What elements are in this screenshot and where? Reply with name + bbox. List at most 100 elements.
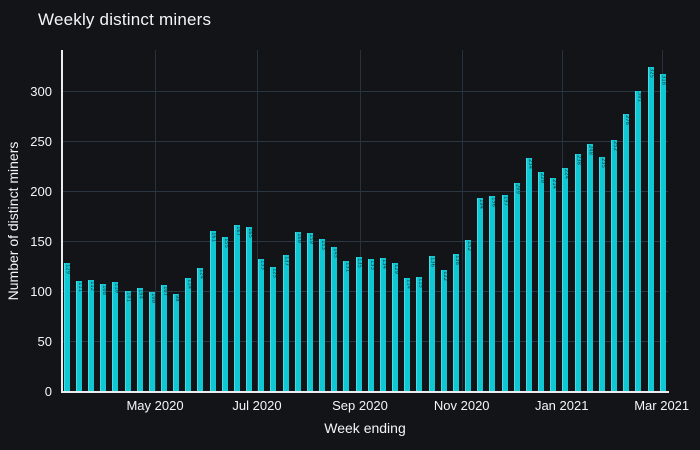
bar-week-38[interactable]: 209 — [513, 183, 520, 392]
bar-week-27[interactable]: 134 — [379, 258, 386, 392]
bar-week-11[interactable]: 114 — [185, 278, 192, 392]
bar-value-label: 165 — [247, 228, 253, 238]
bar-value-label: 235 — [599, 158, 605, 168]
bar-week-24[interactable]: 131 — [343, 261, 350, 392]
bar-value-label: 98 — [174, 295, 180, 302]
bar-value-label: 301 — [636, 92, 642, 102]
bar-week-17[interactable]: 133 — [258, 259, 265, 392]
bar-week-30[interactable]: 115 — [416, 277, 423, 392]
bar-week-16[interactable]: 165 — [246, 227, 253, 392]
bar-week-3[interactable]: 112 — [88, 280, 95, 392]
bar-week-31[interactable]: 136 — [428, 256, 435, 392]
bar-week-49[interactable]: 325 — [647, 67, 654, 392]
bar-value-label: 209 — [514, 184, 520, 194]
bar-value-label: 153 — [320, 240, 326, 250]
bar-week-8[interactable]: 100 — [148, 292, 155, 392]
x-tick-label-jan-2021: Jan 2021 — [534, 398, 589, 413]
bar-value-label: 137 — [283, 256, 289, 266]
bar-week-44[interactable]: 248 — [586, 144, 593, 392]
bar-value-label: 115 — [417, 278, 423, 288]
bar-week-12[interactable]: 124 — [197, 268, 204, 392]
bar-value-label: 325 — [648, 68, 654, 78]
bar-value-label: 110 — [113, 283, 119, 293]
bar-value-label: 159 — [307, 234, 313, 244]
bar-value-label: 134 — [380, 259, 386, 269]
bar-week-50[interactable]: 318 — [659, 74, 666, 392]
bar-value-label: 145 — [332, 248, 338, 258]
bar-value-label: 125 — [271, 268, 277, 278]
bar-week-20[interactable]: 160 — [294, 232, 301, 392]
plot-area[interactable]: 129 111 112 108 110 101 104 100 107 98 114 124 161 15… — [61, 50, 669, 393]
bar-value-label: 122 — [441, 271, 447, 281]
bar-value-label: 318 — [660, 75, 666, 85]
bar-week-10[interactable]: 98 — [173, 294, 180, 392]
bar-week-7[interactable]: 104 — [136, 288, 143, 392]
bar-week-25[interactable]: 135 — [355, 257, 362, 392]
y-tick-label-300: 300 — [30, 84, 52, 99]
bar-week-47[interactable]: 278 — [623, 114, 630, 392]
y-tick-label-150: 150 — [30, 234, 52, 249]
bar-week-15[interactable]: 167 — [233, 225, 240, 392]
bar-value-label: 197 — [502, 196, 508, 206]
bar-value-label: 167 — [234, 226, 240, 236]
bar-week-14[interactable]: 155 — [221, 237, 228, 392]
bar-week-35[interactable]: 194 — [477, 198, 484, 392]
bar-week-42[interactable]: 224 — [562, 168, 569, 392]
bar-value-label: 238 — [575, 155, 581, 165]
chart-title: Weekly distinct miners — [38, 10, 212, 29]
v-gridline-jul-2020 — [257, 50, 258, 392]
bar-week-39[interactable]: 234 — [525, 158, 532, 392]
bar-week-37[interactable]: 197 — [501, 195, 508, 392]
bar-week-28[interactable]: 129 — [392, 263, 399, 392]
bar-value-label: 152 — [466, 241, 472, 251]
bar-value-label: 138 — [453, 255, 459, 265]
v-gridline-sep-2020 — [359, 50, 361, 392]
bar-value-label: 133 — [259, 260, 265, 270]
bar-week-9[interactable]: 107 — [161, 285, 167, 392]
bar-value-label: 107 — [162, 286, 167, 296]
v-gridline-may-2020 — [155, 50, 157, 392]
bar-value-label: 252 — [612, 141, 618, 151]
bar-value-label: 161 — [210, 232, 216, 242]
bar-week-1[interactable]: 129 — [63, 263, 70, 392]
h-gridline-100 — [62, 291, 668, 292]
h-gridline-250 — [62, 141, 668, 142]
bar-week-32[interactable]: 122 — [440, 270, 447, 392]
bar-value-label: 234 — [526, 159, 532, 169]
bar-week-29[interactable]: 114 — [404, 278, 411, 392]
bar-value-label: 196 — [490, 197, 496, 207]
bar-week-18[interactable]: 125 — [270, 267, 277, 392]
bar-week-6[interactable]: 101 — [124, 291, 131, 392]
x-tick-label-sep-2020: Sep 2020 — [332, 398, 388, 413]
bar-week-33[interactable]: 138 — [452, 254, 459, 392]
bar-week-36[interactable]: 196 — [489, 196, 496, 392]
bar-week-23[interactable]: 145 — [331, 247, 338, 392]
bar-week-41[interactable]: 214 — [550, 178, 557, 392]
bar-week-43[interactable]: 238 — [574, 154, 581, 392]
bar-week-19[interactable]: 137 — [282, 255, 289, 392]
bar-week-4[interactable]: 108 — [100, 284, 107, 392]
y-tick-label-0: 0 — [44, 384, 52, 399]
h-gridline-200 — [62, 191, 668, 192]
bar-week-46[interactable]: 252 — [611, 140, 618, 392]
bar-week-21[interactable]: 159 — [306, 233, 313, 392]
bar-week-34[interactable]: 152 — [465, 240, 472, 392]
bar-week-48[interactable]: 301 — [635, 91, 642, 392]
bar-week-13[interactable]: 161 — [209, 231, 216, 392]
h-gridline-50 — [62, 341, 668, 342]
bar-value-label: 129 — [393, 264, 399, 274]
bar-week-2[interactable]: 111 — [75, 281, 82, 392]
x-tick-label-mar-2021: Mar 2021 — [634, 398, 690, 413]
y-tick-label-250: 250 — [30, 134, 52, 149]
bar-week-22[interactable]: 153 — [319, 239, 326, 392]
bar-week-45[interactable]: 235 — [598, 157, 605, 392]
bar-value-label: 214 — [551, 179, 557, 189]
h-gridline-300 — [62, 91, 668, 92]
y-axis-title: Number of distinct miners — [5, 141, 21, 301]
bar-week-5[interactable]: 110 — [112, 282, 119, 392]
bar-week-40[interactable]: 220 — [538, 172, 545, 392]
bar-value-label: 104 — [137, 289, 143, 299]
bar-week-26[interactable]: 133 — [367, 259, 374, 392]
x-axis-title: Week ending — [324, 420, 406, 436]
